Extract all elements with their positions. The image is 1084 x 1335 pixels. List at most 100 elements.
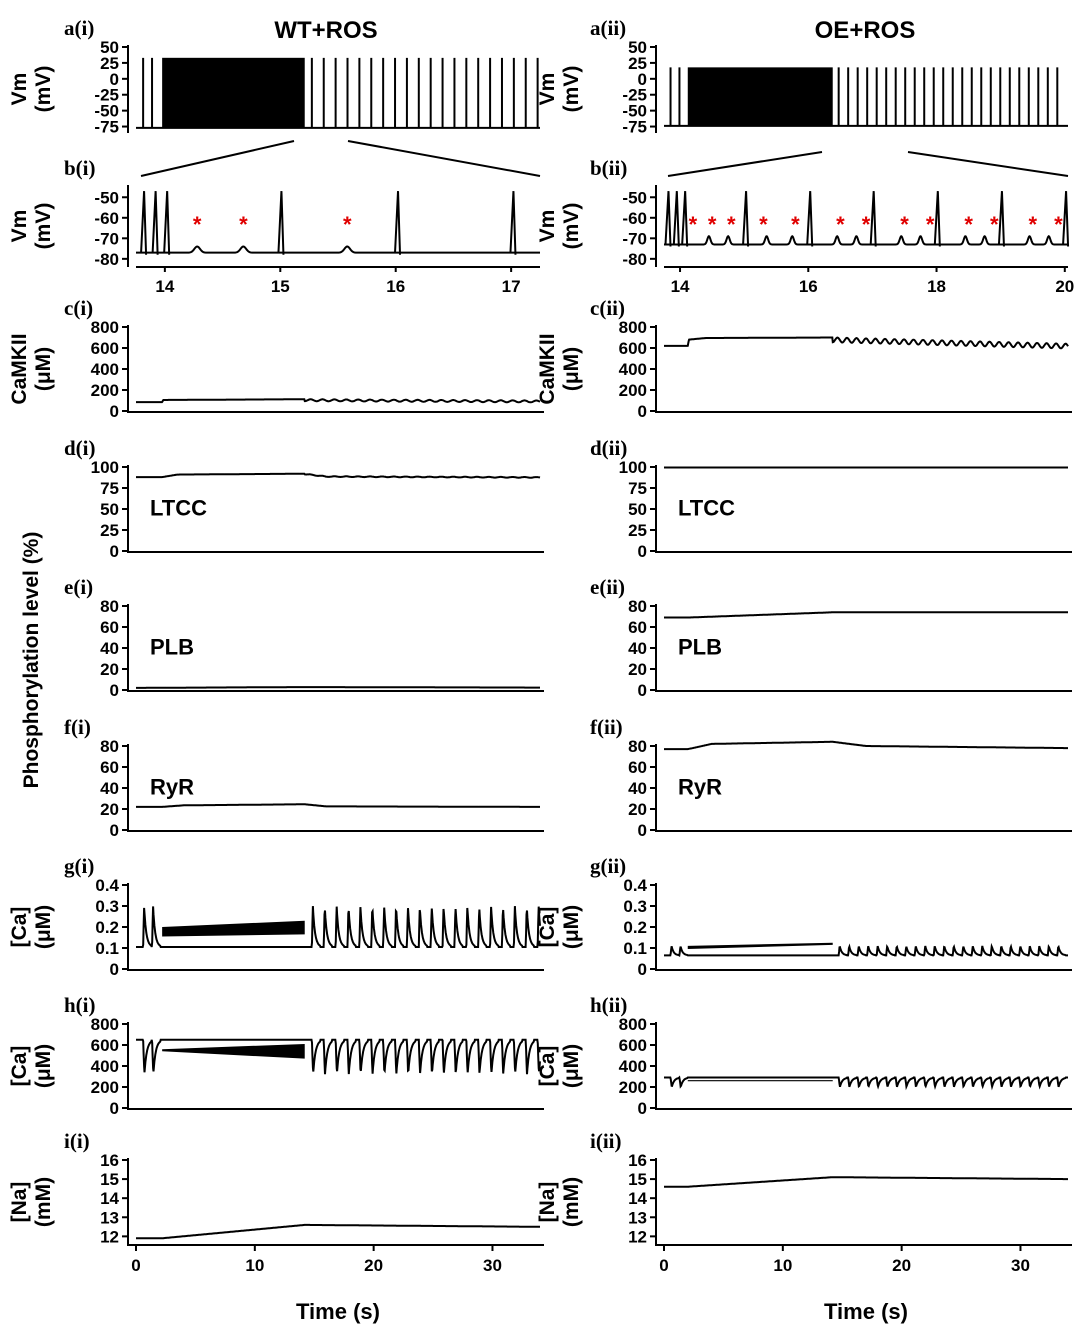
zoom-connector-line — [907, 151, 1069, 177]
dense-spike-block — [162, 57, 305, 128]
data-trace — [664, 740, 1068, 751]
y-label-unit: (μM) — [560, 905, 583, 949]
panel-e_i: e(i) 80 60 40 20 0 PLB — [64, 575, 544, 700]
data-trace — [136, 472, 541, 479]
ead-marker-star: * — [727, 212, 736, 237]
y-tick-label: -50 — [94, 188, 119, 207]
column-title-right: OE+ROS — [815, 17, 916, 44]
y-label-unit: (μM) — [32, 905, 55, 949]
y-tick-label: 0 — [638, 70, 647, 89]
ead-marker-star: * — [759, 212, 768, 237]
y-tick-label: 40 — [628, 779, 647, 798]
y-tick-label: 200 — [91, 381, 119, 400]
y-tick-label: 0.4 — [623, 876, 647, 895]
data-trace — [664, 1075, 1068, 1091]
data-trace — [136, 1038, 541, 1075]
zoom-connector-line — [140, 140, 295, 177]
y-tick-label: 0 — [110, 402, 119, 421]
x-tick-label: 30 — [483, 1256, 502, 1275]
x-tick-label: 20 — [892, 1256, 911, 1275]
y-label-main: [Na] — [536, 1182, 559, 1223]
y-axis-label: Vm (mV) — [536, 203, 583, 250]
panel-h_ii: h(ii)800 600 400 200 0 [Ca] (μM) — [536, 993, 1072, 1118]
y-axis-label: [Ca] (μM) — [536, 905, 583, 949]
x-axis-label: Time (s) — [296, 1299, 380, 1324]
y-tick-label: -25 — [94, 86, 119, 105]
oscillation-band — [687, 1080, 833, 1082]
y-tick-label: 25 — [100, 521, 119, 540]
y-tick-label: 200 — [619, 1078, 647, 1097]
panel-h_i: h(i)800 600 400 200 0 [Ca] (μM) — [8, 993, 544, 1118]
y-tick-label: 600 — [619, 1036, 647, 1055]
y-tick-label: -80 — [622, 250, 647, 269]
y-tick-label: 100 — [619, 458, 647, 477]
membrane-trace — [136, 245, 540, 254]
action-potential-spike — [151, 191, 159, 255]
y-label-unit: (mV) — [560, 66, 583, 113]
y-tick-label: 0 — [110, 960, 119, 979]
y-tick-label: 0.2 — [95, 918, 119, 937]
ead-marker-star: * — [708, 212, 717, 237]
y-tick-label: 0 — [638, 681, 647, 700]
panel-label: i(ii) — [590, 1129, 622, 1153]
y-tick-label: 50 — [628, 500, 647, 519]
y-label-main: [Na] — [8, 1182, 31, 1223]
action-potential-spike — [806, 191, 814, 247]
y-tick-label: 25 — [628, 54, 647, 73]
y-label-name: Vm — [536, 73, 559, 106]
y-label-name: CaMKII — [536, 333, 559, 404]
y-tick-label: -75 — [622, 118, 647, 137]
panel-b_i: b(i) -50 -60-70 -80 Vm (mV) 14 15 16 17 * * * — [8, 156, 540, 296]
action-potential-spike — [509, 191, 517, 255]
y-label-name: Vm — [536, 210, 559, 243]
y-tick-label: 13 — [628, 1208, 647, 1227]
y-label-unit: (mV) — [560, 203, 583, 250]
y-tick-label: 14 — [628, 1189, 647, 1208]
column-title-left: WT+ROS — [274, 17, 377, 44]
y-tick-label: 20 — [628, 800, 647, 819]
data-trace — [136, 803, 540, 808]
x-tick-label: 17 — [502, 277, 521, 296]
y-label-main: Vm — [8, 210, 31, 243]
y-tick-label: 0.3 — [95, 897, 119, 916]
y-axis-label: Vm (mV) — [536, 66, 583, 113]
x-tick-label: 30 — [1011, 1256, 1030, 1275]
x-tick-label: 10 — [245, 1256, 264, 1275]
y-axis-label: [Ca] (μM) — [536, 1044, 583, 1088]
ead-marker-star: * — [1054, 212, 1063, 237]
panel-label: b(ii) — [590, 156, 627, 180]
y-label-main: [Ca] — [536, 1046, 559, 1087]
y-tick-label: 0 — [110, 542, 119, 561]
y-tick-label: 40 — [100, 779, 119, 798]
y-label-main: Vm — [536, 210, 559, 243]
y-label-name: [Ca] — [8, 1046, 31, 1087]
x-tick-label: 14 — [671, 277, 690, 296]
data-trace — [664, 942, 1068, 958]
panel-label: e(i) — [64, 575, 93, 599]
y-tick-label: 800 — [619, 1015, 647, 1034]
y-tick-label: -50 — [94, 102, 119, 121]
x-tick-label: 20 — [1055, 277, 1074, 296]
trace-label: PLB — [678, 635, 722, 660]
action-potential-spike — [997, 191, 1005, 247]
trace-label: LTCC — [678, 496, 735, 521]
y-axis-label: CaMKII (μM) — [536, 333, 583, 404]
action-potential-spike — [933, 191, 941, 247]
panel-label: f(i) — [64, 715, 91, 739]
y-tick-label: 75 — [100, 479, 119, 498]
action-potential-spike — [1062, 191, 1070, 247]
y-tick-label: 80 — [100, 597, 119, 616]
y-tick-label: 40 — [100, 639, 119, 658]
panel-c_ii: c(ii)800 600 400 200 0 CaMKII (μM) — [536, 296, 1072, 421]
y-tick-label: 800 — [91, 1015, 119, 1034]
y-tick-label: 0.3 — [623, 897, 647, 916]
y-label-main: CaMKII — [8, 333, 31, 404]
y-axis-label: Vm (mV) — [8, 203, 55, 250]
x-tick-label: 15 — [271, 277, 290, 296]
x-tick-label: 14 — [155, 277, 174, 296]
y-tick-label: -70 — [94, 229, 119, 248]
x-tick-label: 0 — [659, 1256, 668, 1275]
